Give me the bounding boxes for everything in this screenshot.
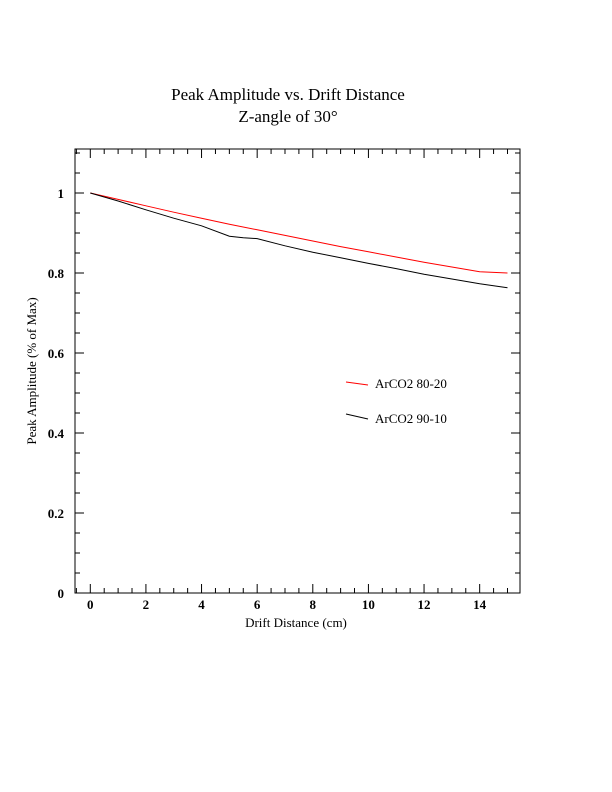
y-tick-label: 0.4 (48, 426, 65, 441)
legend: ArCO2 80-20 ArCO2 90-10 (345, 376, 447, 426)
series-line-1 (90, 192, 508, 274)
x-tick-label: 12 (418, 597, 431, 612)
plot-frame (74, 148, 521, 594)
x-tick-label: 10 (362, 597, 375, 612)
x-tick-label: 14 (473, 597, 487, 612)
y-tick-label: 0 (58, 586, 65, 601)
y-tick-label: 0.2 (48, 506, 64, 521)
x-tick-label: 6 (254, 597, 261, 612)
y-axis-title: Peak Amplitude (% of Max) (24, 297, 39, 444)
x-tick-label: 2 (143, 597, 150, 612)
x-tick-label: 8 (310, 597, 317, 612)
chart-subtitle: Z-angle of 30° (238, 107, 337, 126)
chart-title: Peak Amplitude vs. Drift Distance (171, 85, 405, 104)
x-axis-title: Drift Distance (cm) (245, 615, 347, 630)
series-lines (90, 192, 508, 289)
series-line-2 (90, 192, 508, 289)
legend-label-2: ArCO2 90-10 (375, 411, 447, 426)
y-tick-label: 1 (58, 186, 65, 201)
legend-label-1: ArCO2 80-20 (375, 376, 447, 391)
y-tick-label: 0.6 (48, 346, 65, 361)
x-tick-label: 4 (198, 597, 205, 612)
legend-swatch-1 (345, 381, 369, 386)
ticks: 0 2 4 6 8 10 12 14 0 0.2 0.4 0.6 0.8 1 (48, 149, 520, 612)
legend-swatch-2 (345, 413, 369, 420)
x-tick-label: 0 (87, 597, 94, 612)
y-tick-label: 0.8 (48, 266, 65, 281)
